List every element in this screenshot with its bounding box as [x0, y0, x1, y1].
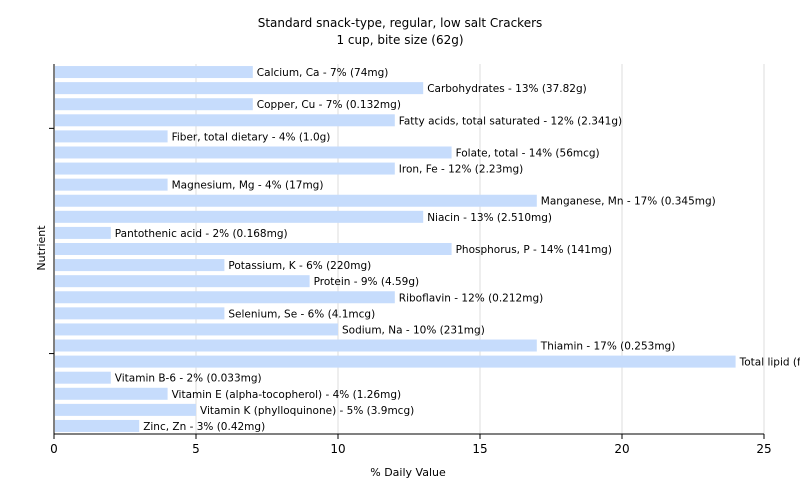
bar — [55, 291, 395, 304]
bar — [55, 194, 537, 207]
bar-label: Copper, Cu - 7% (0.132mg) — [257, 99, 401, 111]
bar-label: Niacin - 13% (2.510mg) — [427, 212, 552, 224]
bar-label: Fatty acids, total saturated - 12% (2.34… — [399, 115, 622, 127]
bar-label: Selenium, Se - 6% (4.1mcg) — [228, 308, 375, 320]
axes-group: 0 5 10 15 20 25 — [49, 64, 772, 456]
bar — [55, 178, 168, 191]
bar — [55, 162, 395, 175]
bar — [55, 82, 424, 95]
bar — [55, 387, 168, 400]
bar-label: Zinc, Zn - 3% (0.42mg) — [143, 421, 265, 433]
x-tick-label: 25 — [756, 442, 771, 456]
bar-label: Phosphorus, P - 14% (141mg) — [456, 244, 612, 256]
bar — [55, 371, 111, 384]
bar-label: Fiber, total dietary - 4% (1.0g) — [172, 131, 331, 143]
bar — [55, 259, 225, 272]
bar — [55, 130, 168, 143]
bar — [55, 226, 111, 239]
bar — [55, 66, 253, 79]
x-tick-label: 5 — [192, 442, 200, 456]
bar — [55, 355, 736, 368]
chart-subtitle: 1 cup, bite size (62g) — [336, 33, 463, 47]
bar-label: Thiamin - 17% (0.253mg) — [540, 341, 676, 353]
bar-label: Vitamin B-6 - 2% (0.033mg) — [115, 373, 262, 385]
bar-label: Total lipid (fat) - 24% (15.69g) — [739, 357, 800, 369]
bar — [55, 98, 253, 111]
x-tick-label: 10 — [330, 442, 345, 456]
bar-label: Iron, Fe - 12% (2.23mg) — [399, 164, 523, 176]
bar-label: Carbohydrates - 13% (37.82g) — [427, 83, 587, 95]
x-axis-label: % Daily Value — [370, 466, 446, 479]
bar — [55, 243, 452, 255]
bar — [55, 403, 196, 416]
bar-label: Sodium, Na - 10% (231mg) — [342, 324, 485, 336]
bars-group: Calcium, Ca - 7% (74mg) Carbohydrates - 1… — [55, 66, 800, 433]
bar — [55, 339, 537, 352]
bar — [55, 275, 310, 288]
bar-label: Manganese, Mn - 17% (0.345mg) — [541, 196, 716, 208]
bar-label: Riboflavin - 12% (0.212mg) — [399, 292, 543, 304]
bar — [55, 419, 140, 432]
x-tick-label: 15 — [472, 442, 487, 456]
bar-label: Potassium, K - 6% (220mg) — [228, 260, 371, 272]
bar-label: Folate, total - 14% (56mcg) — [456, 147, 600, 159]
bar — [55, 307, 225, 320]
bar — [55, 323, 338, 336]
bar-label: Calcium, Ca - 7% (74mg) — [257, 67, 389, 79]
bar — [55, 210, 424, 223]
x-tick-label: 20 — [614, 442, 629, 456]
bar-label: Vitamin K (phylloquinone) - 5% (3.9mcg) — [200, 405, 414, 417]
bar — [55, 114, 395, 127]
bar-label: Vitamin E (alpha-tocopherol) - 4% (1.26m… — [172, 389, 402, 401]
x-tick-label: 0 — [50, 442, 58, 456]
bar-label: Pantothenic acid - 2% (0.168mg) — [115, 228, 288, 240]
bar — [55, 146, 452, 159]
bar-label: Protein - 9% (4.59g) — [314, 276, 420, 288]
chart-title: Standard snack-type, regular, low salt C… — [258, 16, 543, 30]
y-axis-label: Nutrient — [35, 225, 48, 271]
bar-label: Magnesium, Mg - 4% (17mg) — [172, 180, 324, 192]
